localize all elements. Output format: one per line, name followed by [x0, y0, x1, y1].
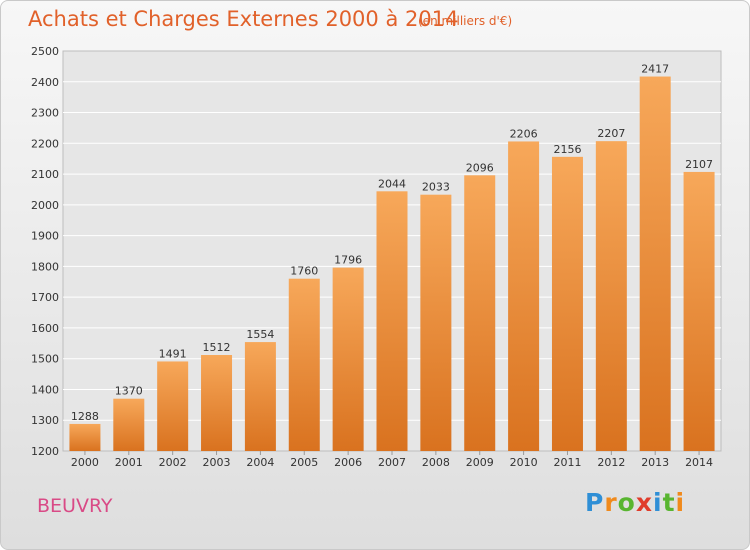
logo-letter: r	[604, 488, 618, 517]
bar-2003	[201, 355, 233, 451]
bar-2004	[244, 342, 276, 451]
bar-value-label: 1554	[246, 328, 274, 341]
bar-value-label: 2033	[422, 181, 450, 194]
x-tick-label: 2003	[203, 456, 231, 469]
bar-2000	[69, 423, 101, 451]
bar-2011	[551, 156, 583, 451]
logo-letter: i	[675, 488, 686, 517]
y-tick-label: 2500	[31, 45, 59, 58]
x-tick-label: 2013	[641, 456, 669, 469]
logo-letter: x	[635, 488, 653, 517]
y-tick-label: 1900	[31, 230, 59, 243]
bar-value-label: 1760	[290, 265, 318, 278]
chart-title: Achats et Charges Externes 2000 à 2014	[28, 7, 459, 31]
chart-subtitle: (en milliers d'€)	[418, 14, 513, 28]
bar-value-label: 2096	[466, 161, 494, 174]
x-tick-label: 2012	[597, 456, 625, 469]
logo-letter: t	[662, 488, 676, 517]
bar-2006	[332, 267, 364, 451]
x-tick-label: 2009	[466, 456, 494, 469]
x-tick-label: 2006	[334, 456, 362, 469]
bar-value-label: 1491	[159, 347, 187, 360]
x-tick-label: 2000	[71, 456, 99, 469]
bar-value-label: 2207	[597, 127, 625, 140]
bar-2008	[420, 194, 452, 451]
bar-value-label: 1796	[334, 254, 362, 267]
x-tick-label: 2002	[159, 456, 187, 469]
y-tick-label: 1400	[31, 383, 59, 396]
x-tick-label: 2007	[378, 456, 406, 469]
bar-2009	[464, 175, 496, 452]
bar-value-label: 1370	[115, 385, 143, 398]
bar-2002	[157, 361, 189, 451]
bar-2010	[508, 141, 540, 451]
x-axis-ticks: 2000 2001 2002 2003 2004 2005 2006 2007 2008 2009…	[71, 451, 713, 469]
city-name: BEUVRY	[37, 495, 113, 517]
bar-2005	[288, 278, 320, 451]
y-tick-label: 2400	[31, 76, 59, 89]
bar-value-label: 1288	[71, 410, 99, 423]
y-axis-ticks: 1200 1300 1400 1500 1600 1700 1800 1900 2000 2100…	[31, 45, 59, 458]
logo-letter: P	[585, 488, 605, 517]
x-tick-label: 2004	[246, 456, 274, 469]
bar-value-label: 2206	[510, 127, 538, 140]
bar-value-label: 2156	[553, 143, 581, 156]
x-tick-label: 2008	[422, 456, 450, 469]
bar-2013	[639, 76, 671, 452]
y-tick-label: 1800	[31, 260, 59, 273]
y-tick-label: 1200	[31, 445, 59, 458]
y-tick-label: 2200	[31, 137, 59, 150]
logo-letter: o	[617, 488, 636, 517]
y-tick-label: 1500	[31, 353, 59, 366]
y-tick-label: 1300	[31, 414, 59, 427]
y-tick-label: 2000	[31, 199, 59, 212]
y-tick-label: 2100	[31, 168, 59, 181]
proxiti-logo: Proxiti	[585, 488, 685, 517]
y-tick-label: 1600	[31, 322, 59, 335]
bar-2012	[595, 141, 627, 451]
x-tick-label: 2005	[290, 456, 318, 469]
bar-value-label: 2044	[378, 177, 406, 190]
bar-2001	[113, 398, 145, 451]
bar-2007	[376, 191, 408, 452]
y-tick-label: 2300	[31, 107, 59, 120]
x-tick-label: 2014	[685, 456, 713, 469]
logo-letter: i	[653, 488, 663, 517]
bar-value-label: 2417	[641, 63, 669, 76]
y-tick-label: 1700	[31, 291, 59, 304]
bar-2014	[683, 171, 715, 451]
bars: 1288 1370 1491 1512 1554 1760 1796 2044 2033 2096…	[69, 63, 715, 452]
x-tick-label: 2001	[115, 456, 143, 469]
x-tick-label: 2010	[510, 456, 538, 469]
bar-value-label: 2107	[685, 158, 713, 171]
bar-value-label: 1512	[203, 341, 231, 354]
x-tick-label: 2011	[553, 456, 581, 469]
